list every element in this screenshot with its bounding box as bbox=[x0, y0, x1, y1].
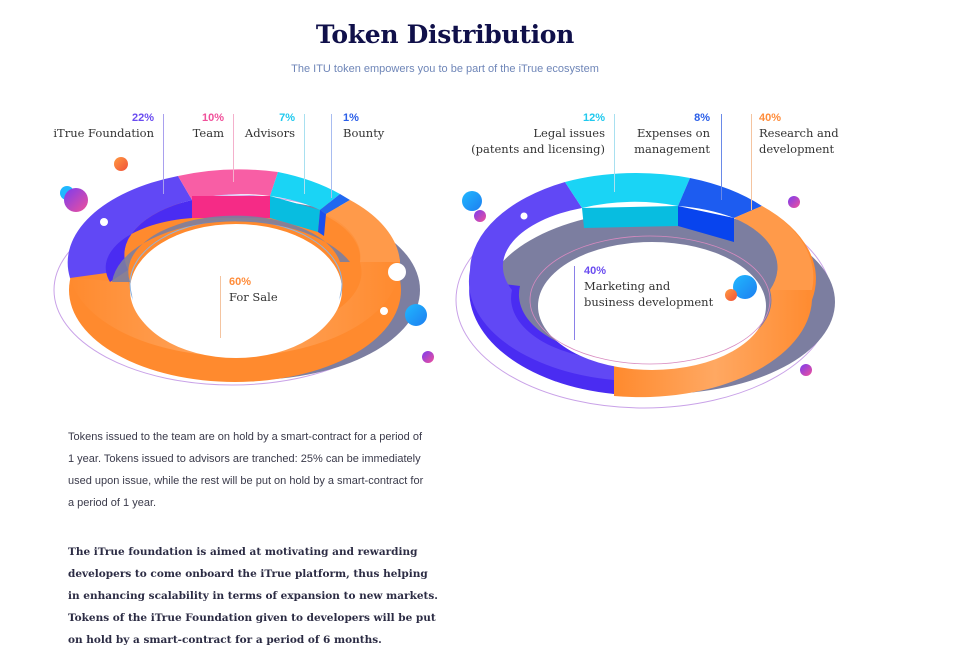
page-subtitle: The ITU token empowers you to be part of… bbox=[291, 63, 599, 75]
leader-line-expenses bbox=[721, 114, 722, 200]
label-marketing: 40% Marketing and business development bbox=[584, 265, 714, 309]
label-advisors: 7% Advisors bbox=[244, 112, 295, 140]
team-advisors-paragraph: Tokens issued to the team are on hold by… bbox=[68, 431, 424, 509]
donut-charts-graphic bbox=[53, 157, 835, 409]
leader-line-research bbox=[751, 114, 752, 210]
right-donut bbox=[455, 173, 835, 409]
label-for-sale: 60% For Sale bbox=[229, 276, 278, 304]
label-team: 10% Team bbox=[192, 112, 224, 140]
label-itrue-foundation: 22% iTrue Foundation bbox=[53, 112, 154, 140]
label-research-development: 40% Research and development bbox=[759, 112, 839, 156]
page-title: Token Distribution bbox=[315, 20, 575, 49]
label-legal-issues: 12% Legal issues (patents and licensing) bbox=[471, 112, 605, 156]
leader-line-for-sale bbox=[220, 276, 221, 338]
foundation-paragraph: The iTrue foundation is aimed at motivat… bbox=[68, 546, 438, 646]
leader-line-team bbox=[233, 114, 234, 182]
label-expenses-management: 8% Expenses on management bbox=[634, 112, 710, 156]
label-bounty: 1% Bounty bbox=[343, 112, 385, 140]
leader-line-advisors bbox=[304, 114, 305, 194]
left-donut bbox=[53, 157, 434, 386]
leader-line-bounty bbox=[331, 114, 332, 198]
leader-line-foundation bbox=[163, 114, 164, 194]
leader-line-legal bbox=[614, 114, 615, 192]
leader-line-marketing bbox=[574, 266, 575, 340]
